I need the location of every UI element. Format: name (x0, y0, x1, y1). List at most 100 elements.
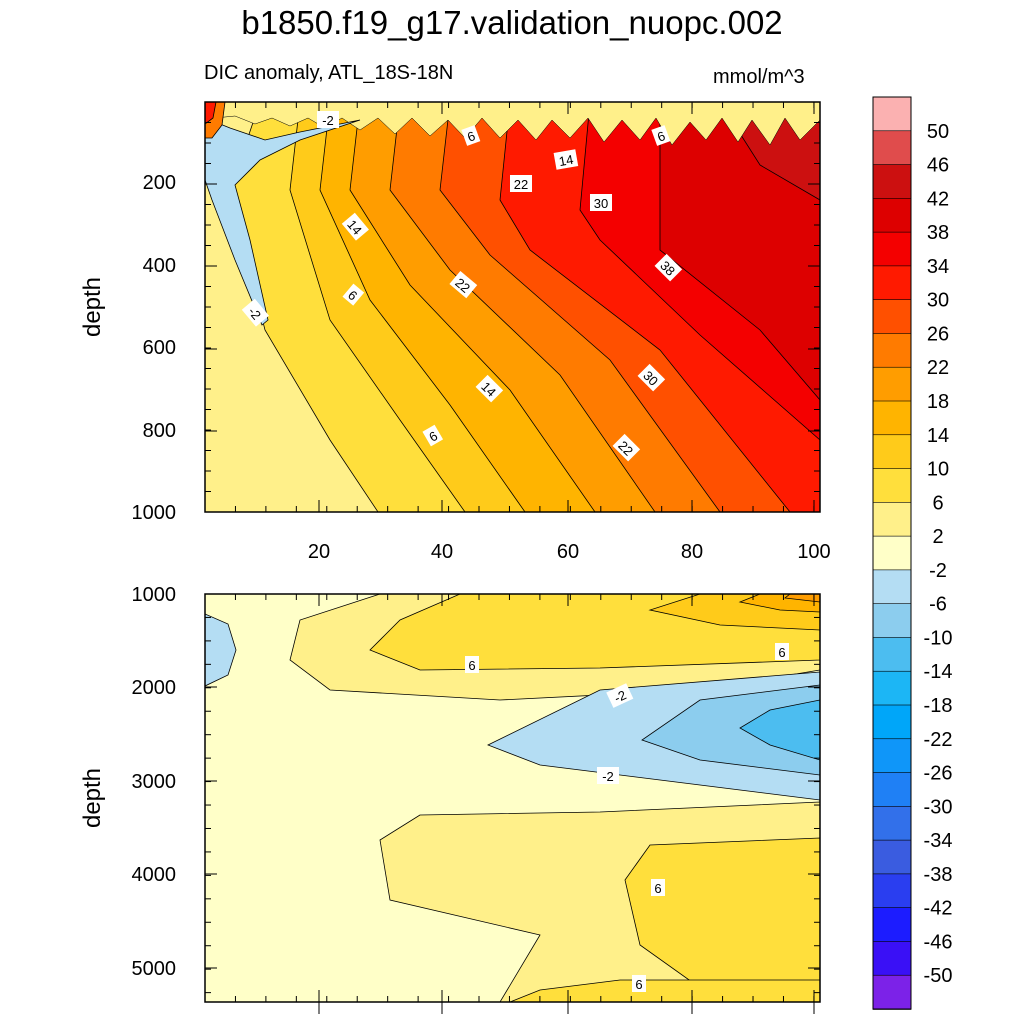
colorbar-swatch (872, 502, 912, 537)
contour-label-box (475, 374, 504, 403)
xtick-100: 100 (797, 541, 830, 563)
contour-label-text: 14 (558, 152, 575, 169)
colorbar-swatch (872, 738, 912, 774)
colorbar-label: 42 (927, 188, 949, 210)
contour-label-text: -2 (602, 769, 614, 784)
colorbar-swatch (872, 535, 912, 571)
upper-ytick-1000: 1000 (132, 502, 177, 524)
colorbar-swatch (872, 299, 912, 335)
band-lower-upper-18-22 (783, 594, 820, 603)
band-lower-bottom-6-10-b (509, 979, 820, 1002)
lower-ytick-4000: 4000 (132, 864, 177, 886)
colorbar-swatch (872, 670, 912, 706)
contour-label: 14 (475, 374, 504, 403)
contour-label-text: 6 (465, 128, 477, 145)
colorbar-swatch (872, 603, 912, 639)
contour-label-box (553, 149, 579, 170)
contour-label-text: -2 (612, 687, 629, 705)
contour-labels: -2 6 6 14 22 30 14 6 22 38 -2 6 14 30 22 6 6 -2 -2 6 6 (241, 111, 789, 992)
contour-label: 22 (510, 175, 532, 192)
colorbar-swatch (872, 806, 912, 841)
colorbar-label: 26 (927, 323, 949, 345)
contour-label: 30 (590, 194, 612, 211)
colorbar-label: -2 (929, 560, 947, 582)
colorbar-label: -14 (924, 661, 953, 683)
colorbar-label: -38 (924, 864, 953, 886)
contour-label-text: 6 (778, 645, 785, 660)
colorbar-label: -50 (924, 965, 953, 987)
colorbar-label: -10 (924, 627, 953, 649)
contour-label-text: 6 (654, 881, 661, 896)
contour-label-box (461, 125, 481, 146)
contour-label: 6 (632, 975, 646, 992)
contour-label-box (341, 212, 369, 241)
colorbar-swatch (872, 704, 912, 740)
surface-patch-red (205, 102, 217, 125)
contour-label-text: 22 (514, 177, 528, 192)
contour-label: 6 (461, 125, 481, 146)
colorbar-label: 38 (927, 222, 949, 244)
colorbar-label: 30 (927, 290, 949, 312)
upper-panel-title: DIC anomaly, ATL_18S-18N (204, 62, 454, 84)
colorbar-swatch (872, 164, 912, 200)
band-lower-bottom-6-10 (624, 837, 820, 1002)
band-lower-neg-6 (641, 684, 820, 776)
xtick-80: 80 (681, 541, 703, 563)
contour-label: 14 (341, 212, 369, 241)
lower-panel-frame (204, 593, 821, 1003)
colorbar-label: 46 (927, 155, 949, 177)
xtick-20: 20 (308, 541, 330, 563)
contour-label: -2 (317, 111, 339, 128)
colorbar-label: 22 (927, 357, 949, 379)
contour-label: 6 (651, 879, 665, 896)
contour-label: 6 (651, 125, 671, 146)
lower-ytick-3000: 3000 (132, 771, 177, 793)
contour-label: 22 (449, 271, 478, 299)
contour-label-box (612, 433, 641, 462)
contour-label-text: -2 (322, 113, 334, 128)
colorbar-label: 34 (927, 256, 949, 278)
colorbar-label: -26 (924, 763, 953, 785)
contour-label-box (632, 975, 646, 992)
colorbar-swatch (872, 265, 912, 301)
colorbar-swatch (872, 96, 912, 132)
colorbar-swatch (872, 839, 912, 875)
contour-label-box (422, 424, 444, 447)
negative-anomaly-blue (205, 117, 361, 326)
colorbar-swatch (872, 130, 912, 166)
contour-label: -2 (241, 298, 269, 327)
colorbar-frame (872, 96, 912, 1010)
contour-label-box (597, 767, 619, 784)
contour-label: 30 (637, 363, 666, 392)
contour-label-box (654, 253, 683, 282)
contour-label: 6 (422, 424, 444, 447)
colorbar-swatch (872, 941, 912, 977)
colorbar-swatch (872, 366, 912, 402)
upper-panel-field (205, 102, 820, 512)
colorbar-swatch (872, 772, 912, 808)
lower-ytick-2000: 2000 (132, 677, 177, 699)
contour-label-text: 6 (655, 128, 667, 145)
lower-ytick-1000: 1000 (132, 584, 177, 606)
contour-label-box (651, 879, 665, 896)
lower-ylabel: depth (79, 768, 106, 828)
colorbar-swatch (872, 569, 912, 605)
figure-title: b1850.f19_g17.validation_nuopc.002 (241, 4, 783, 41)
colorbar-label: 14 (927, 425, 949, 447)
colorbar-label: 2 (932, 526, 943, 548)
contour-label: 14 (553, 149, 579, 170)
colorbar-label: -42 (924, 898, 953, 920)
colorbar-swatch (872, 974, 912, 1010)
colorbar-swatch (872, 434, 912, 470)
colorbar-label: -34 (924, 830, 953, 852)
colorbar-label: 18 (927, 391, 949, 413)
lower-panel-field (205, 594, 820, 1002)
contour-label-box (342, 283, 365, 306)
contour-label-box (449, 271, 478, 299)
upper-ytick-400: 400 (143, 255, 176, 277)
contour-label: -2 (597, 767, 619, 784)
colorbar-label: 6 (932, 492, 943, 514)
contour-label-text: 30 (594, 196, 608, 211)
contour-label-box (510, 175, 532, 192)
